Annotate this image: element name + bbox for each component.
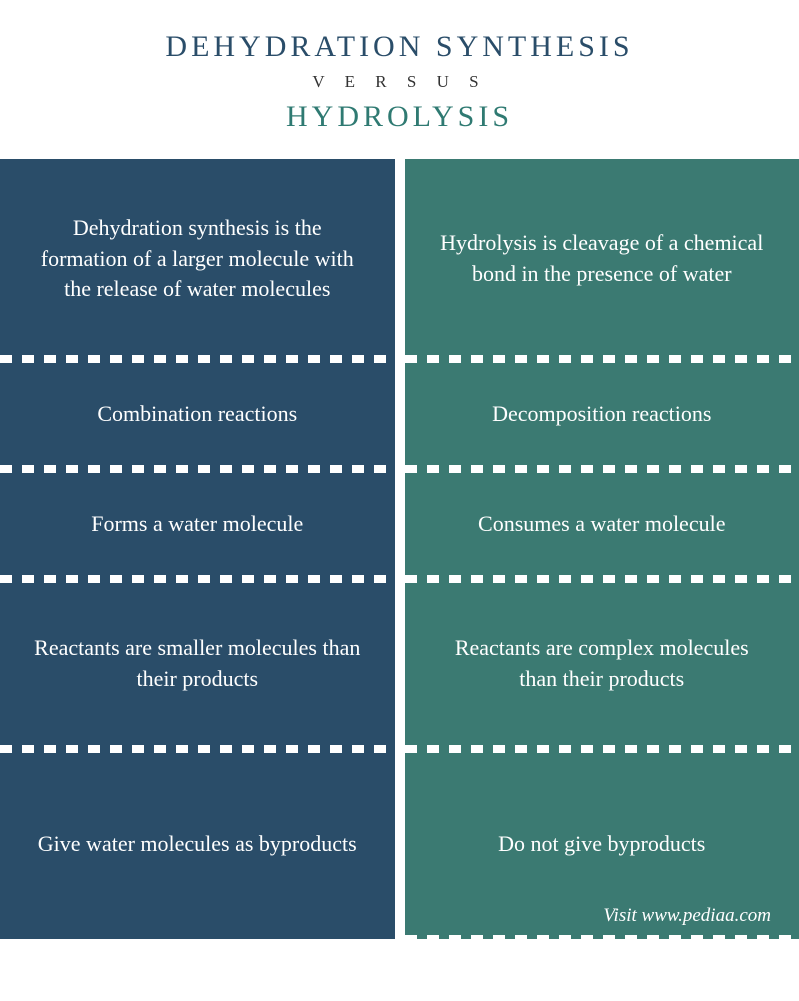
right-cell-0: Hydrolysis is cleavage of a chemical bon… [405, 159, 799, 359]
left-cell-1: Combination reactions [0, 359, 395, 469]
left-cell-0: Dehydration synthesis is the formation o… [0, 159, 395, 359]
title-bottom: HYDROLYSIS [20, 100, 779, 134]
title-top: DEHYDRATION SYNTHESIS [20, 30, 779, 64]
versus-label: V E R S U S [20, 72, 779, 92]
header: DEHYDRATION SYNTHESIS V E R S U S HYDROL… [0, 0, 799, 159]
left-cell-3: Reactants are smaller molecules than the… [0, 579, 395, 749]
left-column: Dehydration synthesis is the formation o… [0, 159, 395, 939]
left-cell-4: Give water molecules as byproducts [0, 749, 395, 939]
left-cell-2: Forms a water molecule [0, 469, 395, 579]
right-cell-3: Reactants are complex molecules than the… [405, 579, 799, 749]
column-gap [395, 159, 405, 939]
right-cell-1: Decomposition reactions [405, 359, 799, 469]
footer-note: Visit www.pediaa.com [603, 905, 771, 927]
right-column: Hydrolysis is cleavage of a chemical bon… [405, 159, 799, 939]
comparison-columns: Dehydration synthesis is the formation o… [0, 159, 799, 939]
right-cell-2: Consumes a water molecule [405, 469, 799, 579]
